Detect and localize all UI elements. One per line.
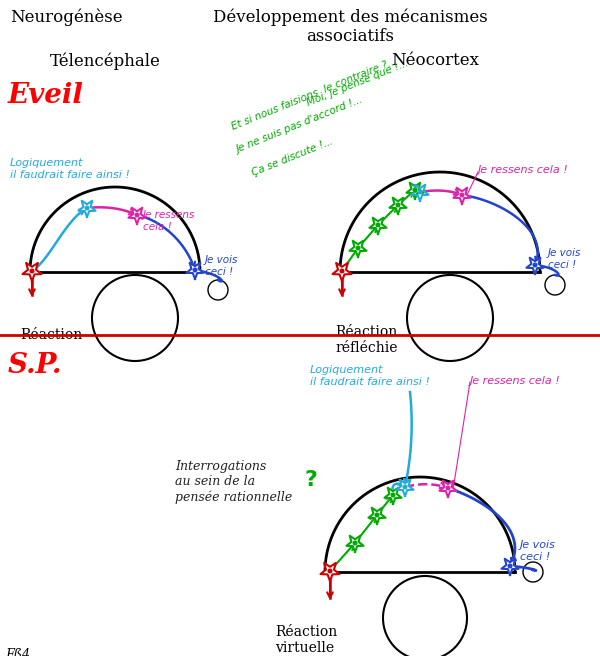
Polygon shape <box>385 487 401 504</box>
Circle shape <box>375 513 379 517</box>
Polygon shape <box>332 263 352 281</box>
Polygon shape <box>187 262 203 279</box>
Circle shape <box>340 269 344 273</box>
Text: Télencéphale: Télencéphale <box>50 52 160 70</box>
Text: ?: ? <box>305 470 318 490</box>
Circle shape <box>85 206 89 210</box>
Text: Je ressens cela !: Je ressens cela ! <box>470 376 561 386</box>
Text: Réaction
virtuelle: Réaction virtuelle <box>275 625 337 655</box>
Polygon shape <box>397 480 413 496</box>
Circle shape <box>30 269 34 273</box>
Text: Je vois
ceci !: Je vois ceci ! <box>520 540 556 562</box>
Circle shape <box>446 486 450 490</box>
Circle shape <box>193 268 197 272</box>
Circle shape <box>396 203 400 207</box>
Polygon shape <box>346 536 364 552</box>
Text: Je ne suis pas d'accord !...: Je ne suis pas d'accord !... <box>235 95 365 155</box>
Polygon shape <box>454 188 470 204</box>
Polygon shape <box>406 183 424 199</box>
Circle shape <box>508 564 512 568</box>
Text: Je ressens
cela !: Je ressens cela ! <box>143 210 196 232</box>
Text: Je ressens cela !: Je ressens cela ! <box>478 165 569 175</box>
Polygon shape <box>412 185 428 201</box>
Circle shape <box>413 188 417 192</box>
Polygon shape <box>368 508 386 524</box>
Circle shape <box>403 485 407 489</box>
Circle shape <box>418 190 422 194</box>
Text: Néocortex: Néocortex <box>391 52 479 69</box>
Polygon shape <box>526 258 544 274</box>
Polygon shape <box>128 208 146 224</box>
Polygon shape <box>79 201 95 217</box>
Circle shape <box>376 223 380 227</box>
Text: Je vois
ceci !: Je vois ceci ! <box>548 248 581 270</box>
Circle shape <box>460 194 464 197</box>
Circle shape <box>135 213 139 216</box>
Text: Moi, je pense que !...: Moi, je pense que !... <box>305 58 409 108</box>
Text: Ƒß4: Ƒß4 <box>5 648 30 656</box>
Text: Développement des mécanismes
associatifs: Développement des mécanismes associatifs <box>212 8 487 45</box>
Circle shape <box>533 263 537 267</box>
Circle shape <box>356 246 360 250</box>
Polygon shape <box>370 218 386 234</box>
Polygon shape <box>320 563 340 581</box>
Text: Logiquement
il faudrait faire ainsi !: Logiquement il faudrait faire ainsi ! <box>10 158 130 180</box>
Text: Logiquement
il faudrait faire ainsi !: Logiquement il faudrait faire ainsi ! <box>310 365 430 386</box>
Text: Interrogations
au sein de la
pensée rationnelle: Interrogations au sein de la pensée rati… <box>175 460 292 504</box>
Text: Réaction: Réaction <box>20 328 82 342</box>
Circle shape <box>353 541 357 544</box>
Polygon shape <box>349 241 367 257</box>
Text: Réaction
réfléchie: Réaction réfléchie <box>335 325 398 355</box>
Text: Je vois
ceci !: Je vois ceci ! <box>205 255 238 277</box>
Polygon shape <box>439 481 457 497</box>
Text: Eveil: Eveil <box>8 82 84 109</box>
Text: Ça se discute !...: Ça se discute !... <box>250 136 334 178</box>
Circle shape <box>328 569 332 573</box>
Text: Et si nous faisions  le contraire ?...: Et si nous faisions le contraire ?... <box>230 56 398 132</box>
Polygon shape <box>22 263 41 281</box>
Text: S.P.: S.P. <box>8 352 62 379</box>
Polygon shape <box>502 559 518 575</box>
Circle shape <box>391 493 395 497</box>
Polygon shape <box>389 197 407 214</box>
Text: Neurogénèse: Neurogénèse <box>10 8 122 26</box>
